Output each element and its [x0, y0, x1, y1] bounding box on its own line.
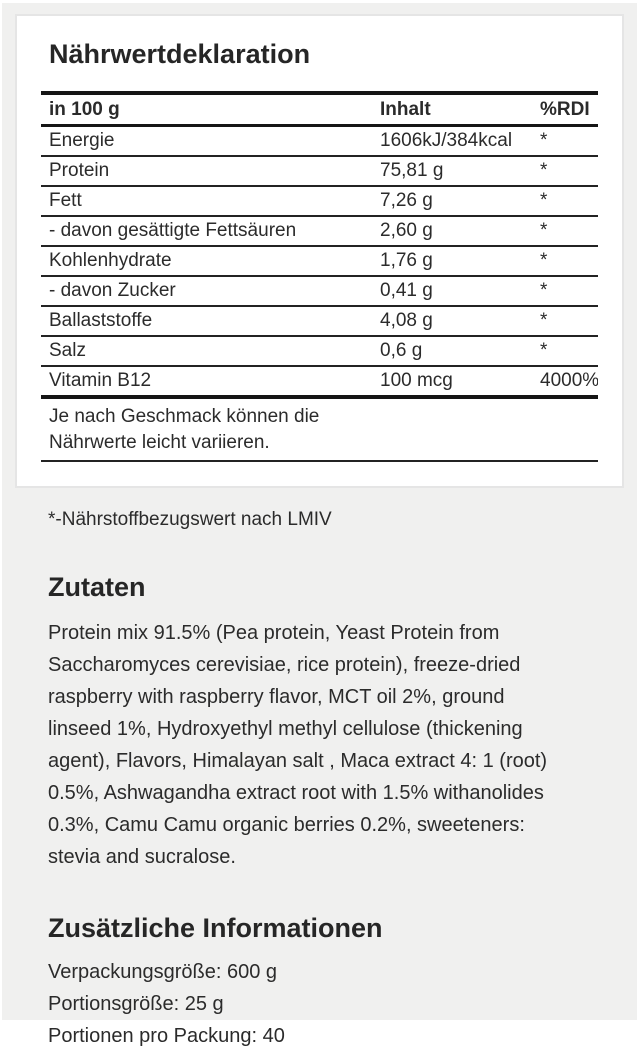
nutrient-label: - davon Zucker [41, 276, 372, 307]
table-note-row: Je nach Geschmack können die Nährwerte l… [41, 397, 598, 462]
column-header-inhalt: Inhalt [372, 91, 532, 127]
nutrient-label: Ballaststoffe [41, 306, 372, 337]
nutrient-label: Vitamin B12 [41, 366, 372, 399]
column-header-rdi: %RDI [532, 91, 598, 127]
table-row-energie: Energie 1606kJ/384kcal * [41, 125, 598, 157]
table-row-ballaststoffe: Ballaststoffe 4,08 g * [41, 306, 598, 337]
nutrient-value: 0,41 g [372, 276, 532, 307]
table-header-row: in 100 g Inhalt %RDI [41, 91, 598, 127]
table-row-kohlenhydrate: Kohlenhydrate 1,76 g * [41, 246, 598, 277]
nutrient-label: Salz [41, 336, 372, 367]
column-header-per-100g: in 100 g [41, 91, 372, 127]
nutrient-rdi: * [532, 216, 598, 247]
table-note: Je nach Geschmack können die Nährwerte l… [41, 397, 598, 462]
nutrition-table: in 100 g Inhalt %RDI Energie 1606kJ/384k… [41, 91, 598, 462]
nutrient-rdi: * [532, 276, 598, 307]
table-row-gesaettigte-fettsaeuren: - davon gesättigte Fettsäuren 2,60 g * [41, 216, 598, 247]
nutrient-rdi: * [532, 125, 598, 157]
nutrient-value: 1606kJ/384kcal [372, 125, 532, 157]
portion-size: Portionsgröße: 25 g [48, 993, 224, 1015]
nutrient-rdi: * [532, 156, 598, 187]
nutrient-label: Kohlenhydrate [41, 246, 372, 277]
nutrient-label: Energie [41, 125, 372, 157]
table-row-protein: Protein 75,81 g * [41, 156, 598, 187]
nutrient-value: 7,26 g [372, 186, 532, 217]
nutrient-value: 4,08 g [372, 306, 532, 337]
nutrient-rdi: * [532, 186, 598, 217]
nutrient-label: Fett [41, 186, 372, 217]
nutrient-value: 0,6 g [372, 336, 532, 367]
nutrient-rdi: * [532, 246, 598, 277]
nutrient-rdi: * [532, 306, 598, 337]
page-background: Nährwertdeklaration in 100 g Inhalt %RDI… [2, 3, 637, 1047]
nutrition-declaration-card: Nährwertdeklaration in 100 g Inhalt %RDI… [15, 14, 624, 488]
nutrient-value: 100 mcg [372, 366, 532, 399]
nutrient-value: 75,81 g [372, 156, 532, 187]
ingredients-heading: Zutaten [48, 572, 146, 602]
nutrient-value: 1,76 g [372, 246, 532, 277]
nutrient-label: - davon gesättigte Fettsäuren [41, 216, 372, 247]
nutrient-rdi: 4000% [532, 366, 598, 399]
nutrient-rdi: * [532, 336, 598, 367]
ingredients-text: Protein mix 91.5% (Pea protein, Yeast Pr… [48, 622, 548, 868]
nutrient-value: 2,60 g [372, 216, 532, 247]
table-row-zucker: - davon Zucker 0,41 g * [41, 276, 598, 307]
table-row-salz: Salz 0,6 g * [41, 336, 598, 367]
portions-per-package: Portionen pro Packung: 40 [48, 1025, 285, 1047]
table-row-fett: Fett 7,26 g * [41, 186, 598, 217]
table-row-vitamin-b12: Vitamin B12 100 mcg 4000% [41, 366, 598, 399]
nutrient-label: Protein [41, 156, 372, 187]
nutrition-card-title: Nährwertdeklaration [49, 39, 311, 69]
rdi-legend: *-Nährstoffbezugswert nach LMIV [48, 509, 332, 530]
additional-info-heading: Zusätzliche Informationen [48, 913, 383, 943]
package-size: Verpackungsgröße: 600 g [48, 961, 278, 983]
